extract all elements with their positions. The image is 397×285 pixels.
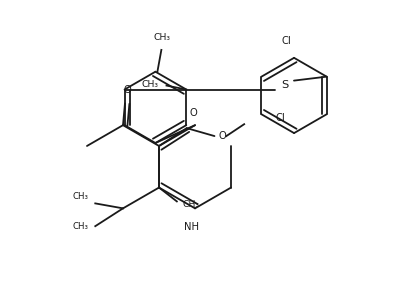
Text: O: O (218, 131, 226, 141)
Text: O: O (123, 86, 131, 95)
Text: CH₃: CH₃ (154, 33, 171, 42)
Text: NH: NH (183, 222, 198, 232)
Text: CH₃: CH₃ (142, 80, 158, 89)
Text: S: S (281, 80, 289, 89)
Text: Cl: Cl (276, 113, 285, 123)
Text: Cl: Cl (281, 36, 291, 46)
Text: CH₃: CH₃ (72, 222, 89, 231)
Text: CH₃: CH₃ (72, 192, 89, 201)
Text: O: O (190, 108, 197, 118)
Text: CH₃: CH₃ (183, 200, 200, 209)
